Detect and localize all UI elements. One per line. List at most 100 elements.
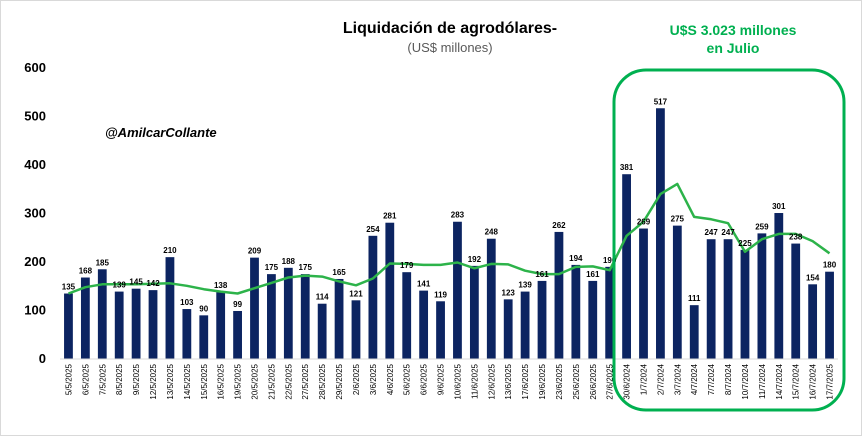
x-tick-label: 2/6/2025: [352, 363, 361, 395]
y-axis: 0 100 200 300 400 500 600: [24, 60, 46, 366]
data-label: 145: [129, 278, 143, 287]
data-label: 141: [417, 280, 431, 289]
x-tick-label: 4/7/2024: [690, 363, 699, 395]
bar: [672, 225, 682, 359]
trend-line: [68, 182, 831, 295]
x-tick-label: 17/7/2025: [826, 363, 835, 399]
x-tick-label: 8/7/2024: [724, 363, 733, 395]
july-highlight-box: [612, 68, 846, 412]
bar: [334, 278, 344, 359]
trend-line-series: [68, 182, 831, 295]
x-tick-label: 26/6/2025: [589, 363, 598, 399]
data-label: 192: [468, 255, 482, 264]
bar: [689, 305, 699, 359]
data-label: 254: [366, 225, 380, 234]
bar: [97, 269, 107, 359]
data-label: 225: [738, 239, 752, 248]
bar: [622, 174, 631, 359]
y-tick-label: 400: [24, 157, 46, 172]
x-tick-label: 30/6/2024: [623, 363, 632, 399]
bar: [656, 108, 665, 359]
x-tick-label: 5/6/2025: [403, 363, 412, 395]
data-label: 247: [704, 228, 718, 237]
x-tick-label: 6/5/2025: [81, 363, 90, 395]
bar: [486, 238, 496, 359]
x-tick-label: 15/5/2025: [200, 363, 209, 399]
bar: [182, 309, 192, 359]
bar: [588, 280, 598, 359]
x-tick-label: 14/5/2025: [183, 363, 192, 399]
x-tick-label: 11/7/2024: [758, 363, 767, 399]
data-label: 103: [180, 298, 194, 307]
data-label: 248: [485, 228, 499, 237]
x-tick-label: 10/6/2025: [453, 363, 462, 399]
x-tick-label: 15/7/2024: [792, 363, 801, 399]
bar: [419, 290, 429, 359]
data-label: 123: [502, 288, 516, 297]
x-tick-label: 6/6/2025: [420, 363, 429, 395]
bar: [385, 222, 395, 359]
bar: [64, 293, 73, 359]
x-tick-label: 14/7/2024: [775, 363, 784, 399]
data-label: 188: [282, 257, 296, 266]
x-tick-label: 19/5/2025: [234, 363, 243, 399]
y-tick-label: 500: [24, 109, 46, 124]
bar: [554, 231, 564, 359]
x-tick-label: 9/6/2025: [437, 363, 446, 395]
x-tick-label: 9/5/2025: [132, 363, 141, 395]
bar: [757, 233, 767, 359]
x-tick-label: 12/5/2025: [149, 363, 158, 399]
bar: [199, 315, 209, 359]
x-tick-label: 1/7/2024: [640, 363, 649, 395]
y-tick-label: 100: [24, 303, 46, 318]
y-tick-label: 300: [24, 206, 46, 221]
data-label: 138: [214, 281, 228, 290]
data-label: 168: [79, 267, 93, 276]
data-label: 154: [806, 273, 820, 282]
bar: [283, 267, 293, 359]
bar: [351, 300, 361, 359]
bar: [791, 243, 801, 359]
bar: [114, 291, 124, 359]
data-label: 90: [199, 304, 208, 313]
y-tick-label: 200: [24, 254, 46, 269]
bar: [267, 274, 276, 359]
x-tick-label: 7/7/2024: [707, 363, 716, 395]
data-label: 247: [721, 228, 735, 237]
data-label: 135: [62, 283, 76, 292]
x-tick-label: 16/7/2024: [809, 363, 818, 399]
x-tick-label: 4/6/2025: [386, 363, 395, 395]
data-label: 269: [637, 218, 651, 227]
y-tick-label: 600: [24, 60, 46, 75]
x-axis: 5/5/2025 6/5/2025 7/5/2025 8/5/2025 9/5/2025…: [60, 358, 838, 400]
data-label: 139: [113, 281, 127, 290]
x-tick-label: 3/6/2025: [369, 363, 378, 395]
x-tick-label: 2/7/2024: [656, 363, 665, 395]
data-label: 142: [146, 279, 160, 288]
data-label: 175: [299, 263, 313, 272]
callout-line-1: U$S 3.023 millones: [670, 22, 797, 38]
bar: [436, 301, 445, 359]
callout-line-2: en Julio: [707, 40, 760, 56]
bar: [80, 277, 90, 359]
x-tick-label: 16/5/2025: [217, 363, 226, 399]
data-label: 114: [316, 293, 329, 302]
data-label: 185: [96, 258, 110, 267]
x-tick-label: 5/5/2025: [64, 363, 73, 395]
bar: [639, 228, 648, 359]
data-label: 180: [823, 261, 837, 270]
bar: [723, 239, 733, 359]
bar: [216, 292, 226, 359]
bar: [250, 257, 259, 359]
bar: [774, 213, 784, 359]
x-tick-label: 11/6/2025: [470, 363, 479, 399]
bar: [571, 264, 581, 359]
x-tick-label: 8/5/2025: [115, 363, 124, 395]
data-label: 99: [233, 300, 242, 309]
x-tick-label: 29/5/2025: [335, 363, 344, 399]
bar: [300, 274, 310, 359]
x-tick-label: 23/6/2025: [555, 363, 564, 399]
